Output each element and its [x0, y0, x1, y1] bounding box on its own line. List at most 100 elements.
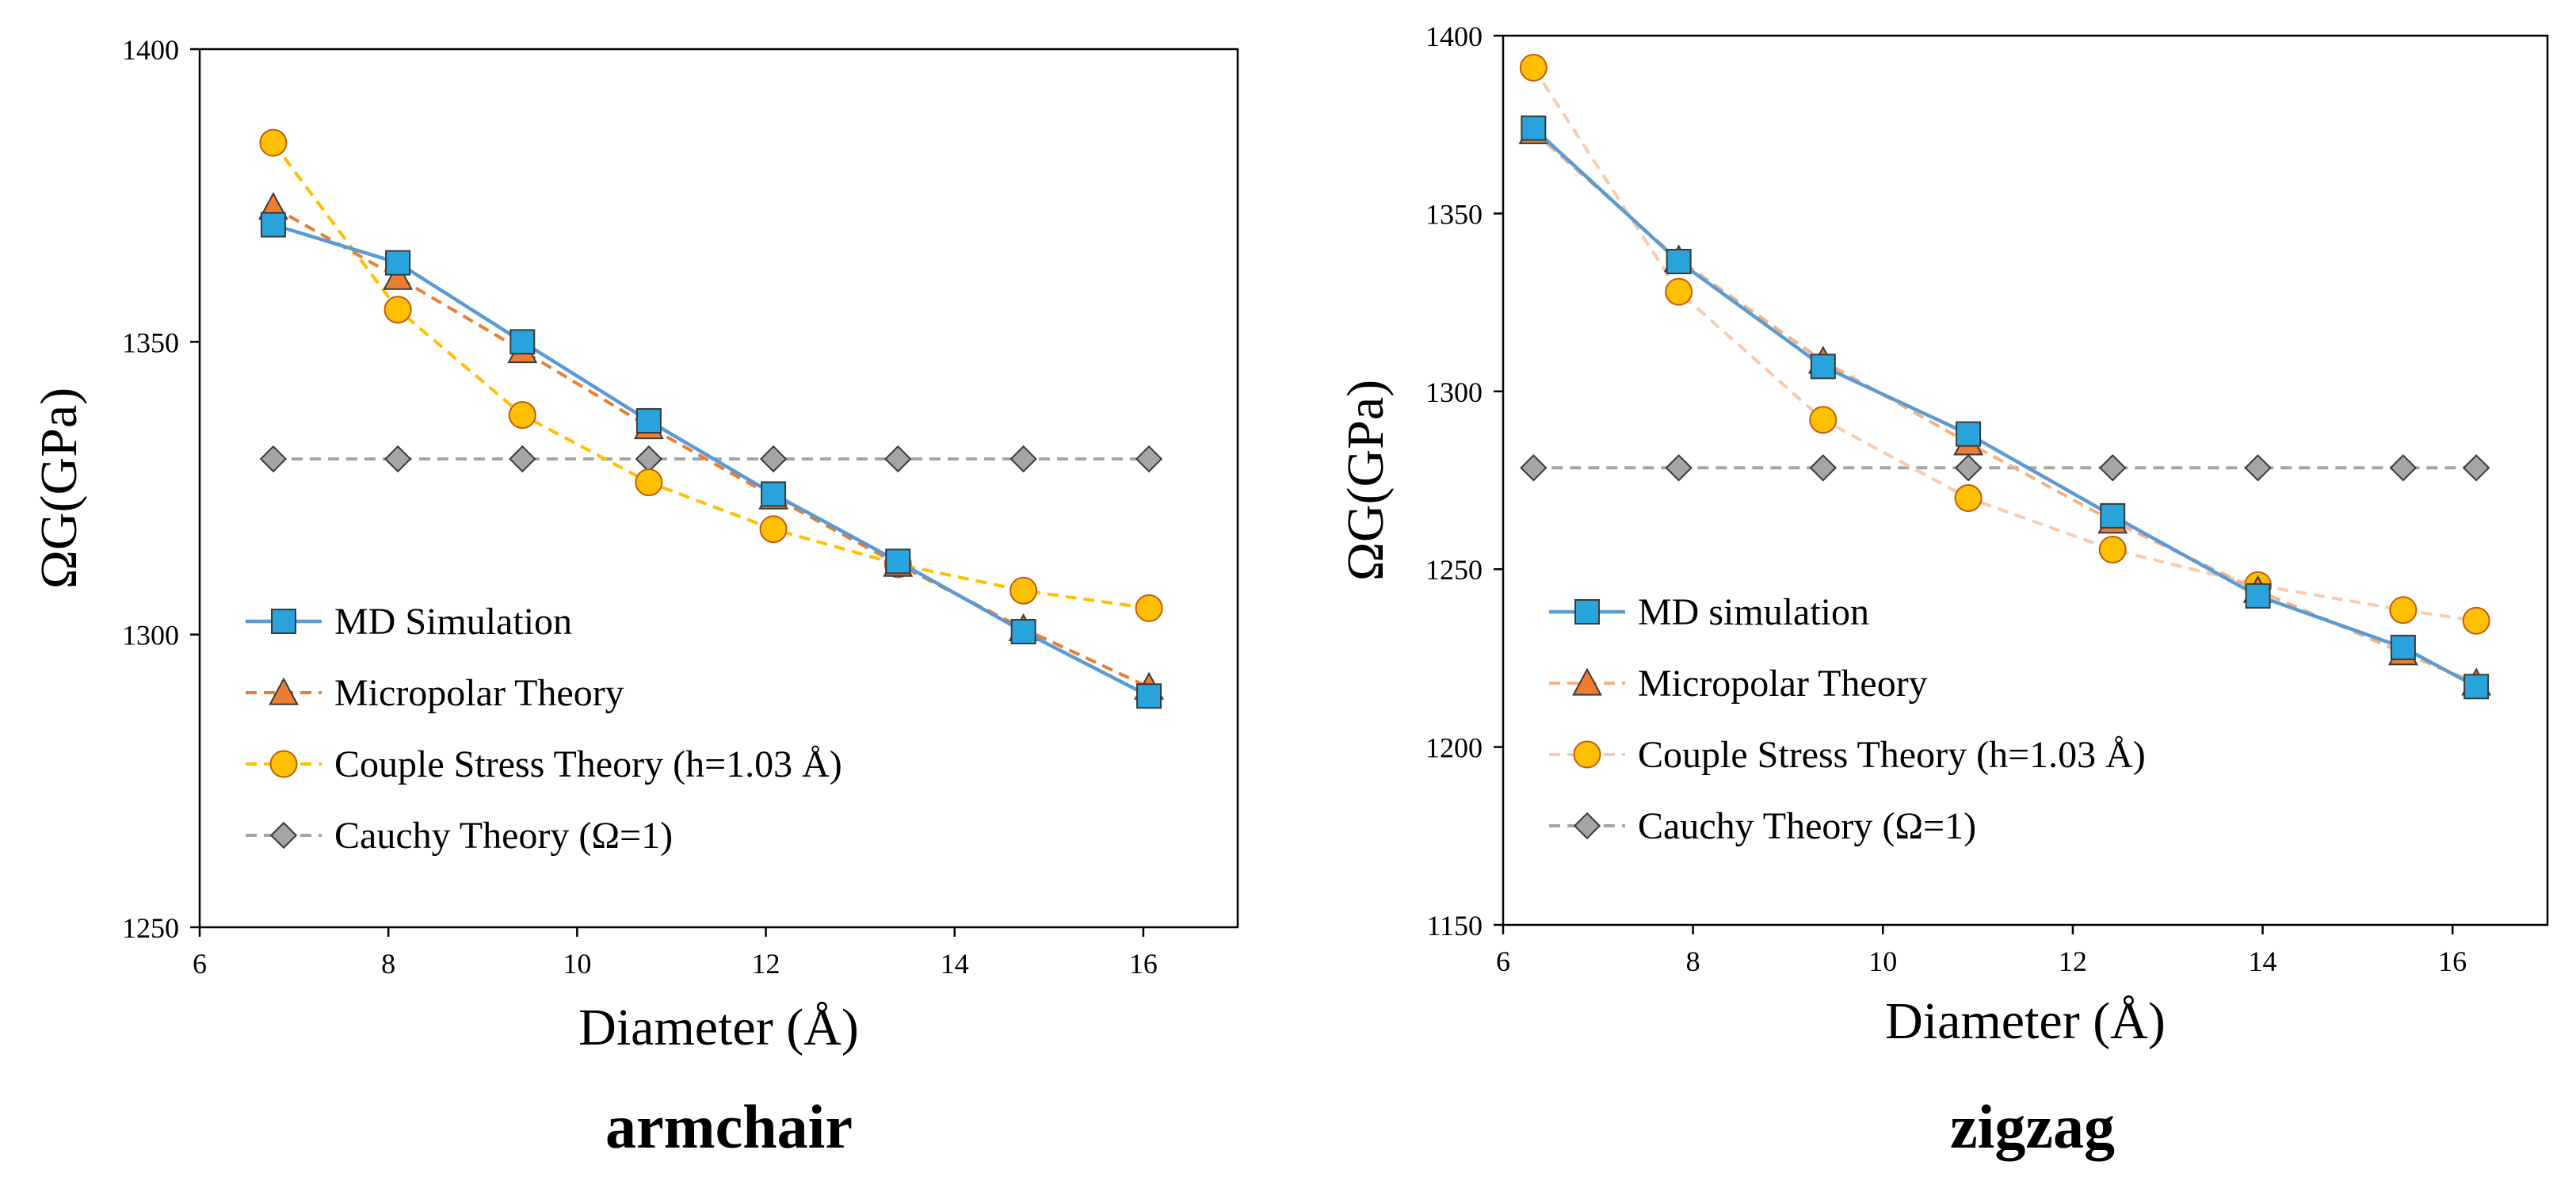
zigzag-y-tick-label: 1250 — [1425, 554, 1483, 586]
armchair-y-axis-label: ΩG(GPa) — [30, 388, 88, 589]
zigzag-y-ticks: 1150 1200 1250 1300 1350 1400 — [1425, 21, 1503, 942]
zigzag-x-tick-label: 6 — [1496, 945, 1510, 977]
armchair-data-point — [1135, 445, 1163, 473]
zigzag-legend-marker — [1573, 740, 1601, 769]
armchair-data-point — [885, 548, 911, 575]
zigzag-legend-marker — [1572, 667, 1602, 696]
armchair-data-point — [884, 445, 912, 473]
armchair-series-line — [272, 205, 1150, 689]
armchair-x-tick-label: 6 — [193, 948, 207, 980]
armchair-data-point — [759, 445, 788, 473]
zigzag-x-tick-label: 14 — [2249, 945, 2277, 977]
zigzag-data-point — [1956, 421, 1982, 447]
armchair-data-point — [1009, 445, 1037, 473]
armchair-y-tick-label: 1400 — [122, 34, 179, 66]
zigzag-data-point — [2245, 583, 2271, 609]
armchair-data-point — [1135, 594, 1163, 622]
armchair-legend-label: Couple Stress Theory (h=1.03 Å) — [334, 743, 842, 785]
armchair-subtitle: armchair — [605, 1092, 853, 1161]
zigzag-subtitle: zigzag — [1950, 1092, 2115, 1161]
zigzag-data-point — [2098, 536, 2127, 564]
zigzag-data-point — [1954, 454, 1983, 482]
zigzag-legend-entry: Cauchy Theory (Ω=1) — [1549, 805, 1976, 847]
zigzag-legend-marker — [1573, 812, 1601, 840]
armchair-x-axis-label: Diameter (Å) — [578, 999, 859, 1056]
zigzag-data-point — [1810, 353, 1836, 380]
armchair-series-line — [273, 223, 1151, 698]
armchair-x-tick-label: 12 — [752, 948, 780, 980]
zigzag-data-point — [1809, 406, 1838, 434]
zigzag-data-point — [1519, 53, 1548, 82]
armchair-legend-label: Cauchy Theory (Ω=1) — [334, 815, 673, 857]
zigzag-data-point — [2244, 454, 2272, 482]
zigzag-x-ticks: 6 8 10 12 14 16 — [1496, 925, 2467, 977]
zigzag-y-tick-label: 1400 — [1425, 21, 1483, 52]
armchair-y-tick-label: 1250 — [122, 912, 179, 944]
zigzag-legend-label: Couple Stress Theory (h=1.03 Å) — [1638, 734, 2146, 776]
armchair-data-point — [508, 401, 536, 430]
zigzag-data-point — [2462, 454, 2490, 482]
zigzag-data-point — [1954, 483, 1983, 512]
armchair-series — [258, 128, 1164, 709]
armchair-legend-entry: Micropolar Theory — [246, 672, 624, 714]
armchair-legend-label: MD Simulation — [334, 601, 572, 643]
armchair-data-point — [383, 262, 414, 290]
zigzag-y-tick-label: 1150 — [1426, 910, 1483, 942]
armchair-data-point — [509, 329, 536, 355]
zigzag-x-tick-label: 10 — [1868, 945, 1897, 977]
zigzag-y-tick-label: 1300 — [1425, 376, 1483, 408]
armchair-data-point — [384, 445, 412, 473]
zigzag-legend-label: Cauchy Theory (Ω=1) — [1638, 805, 1976, 847]
armchair-series-line — [272, 141, 1150, 610]
zigzag-data-point — [1520, 454, 1548, 482]
zigzag-series — [1518, 53, 2492, 700]
armchair-x-tick-label: 16 — [1129, 948, 1158, 980]
zigzag-series-line — [1532, 67, 2477, 623]
armchair-chart: 6 8 10 12 14 16 1250 1300 1350 1400 MD Simulatio… — [30, 34, 1239, 1161]
armchair-data-point — [759, 515, 788, 544]
armchair-data-point — [1009, 576, 1038, 605]
zigzag-data-point — [1666, 248, 1692, 274]
armchair-legend-marker — [269, 750, 298, 778]
armchair-legend-marker — [269, 821, 298, 850]
armchair-data-point — [635, 468, 663, 497]
zigzag-data-point — [1809, 454, 1837, 482]
armchair-series-md-simulation — [260, 212, 1162, 709]
zigzag-legend-label: Micropolar Theory — [1638, 663, 1928, 705]
zigzag-data-point — [2390, 634, 2416, 660]
armchair-legend-entry: MD Simulation — [246, 601, 572, 643]
armchair-data-point — [384, 296, 412, 324]
armchair-legend-label: Micropolar Theory — [334, 672, 624, 714]
armchair-data-point — [761, 481, 787, 507]
zigzag-legend-label: MD simulation — [1638, 591, 1869, 633]
zigzag-series-line — [1532, 127, 2478, 689]
armchair-x-tick-label: 10 — [563, 948, 591, 980]
armchair-x-tick-label: 8 — [381, 948, 395, 980]
zigzag-data-point — [2462, 606, 2490, 635]
zigzag-data-point — [2099, 454, 2127, 482]
zigzag-x-axis-label: Diameter (Å) — [1885, 992, 2166, 1050]
zigzag-y-axis-label: ΩG(GPa) — [1337, 380, 1395, 581]
armchair-data-point — [509, 445, 536, 473]
zigzag-legend: MD simulation Micropolar Theory Couple Str… — [1549, 591, 2146, 847]
armchair-data-point — [635, 408, 662, 434]
zigzag-chart: 6 8 10 12 14 16 1150 1200 1250 1300 1350 1400 MD s… — [1337, 21, 2549, 1161]
armchair-plot-area — [198, 48, 1239, 929]
zigzag-plot-area — [1502, 34, 2549, 926]
zigzag-legend-marker — [1574, 599, 1600, 625]
zigzag-data-point — [1665, 277, 1693, 306]
zigzag-series-couple-stress-theory-h-1-03 — [1519, 53, 2490, 635]
zigzag-data-point — [2389, 596, 2418, 625]
armchair-legend: MD Simulation Micropolar Theory Couple Str… — [246, 601, 842, 857]
zigzag-series-cauchy-theory-1 — [1520, 454, 2490, 482]
armchair-data-point — [1010, 618, 1036, 644]
zigzag-legend-entry: Micropolar Theory — [1549, 663, 1928, 705]
zigzag-x-tick-label: 12 — [2059, 945, 2087, 977]
armchair-x-ticks: 6 8 10 12 14 16 — [193, 927, 1158, 980]
armchair-y-ticks: 1250 1300 1350 1400 — [122, 34, 200, 944]
zigzag-y-tick-label: 1200 — [1425, 732, 1483, 764]
armchair-data-point — [385, 250, 411, 276]
armchair-data-point — [259, 128, 288, 157]
